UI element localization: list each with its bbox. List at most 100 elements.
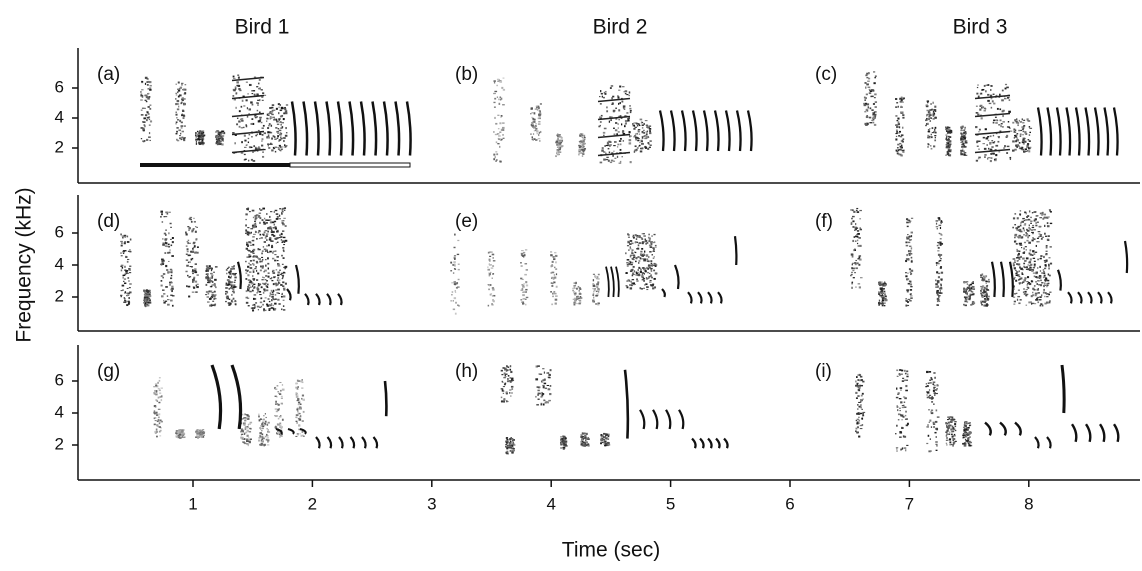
spectrogram-dot	[250, 228, 253, 229]
spectrogram-dot	[926, 443, 928, 444]
spectrogram-dot	[1017, 299, 1018, 301]
spectrogram-dot	[605, 438, 607, 439]
spectrogram-dot	[602, 435, 604, 436]
spectrogram-dot	[977, 146, 979, 147]
spectrogram-stroke	[1078, 292, 1082, 303]
spectrogram-dot	[495, 160, 497, 161]
spectrogram-dot	[1048, 257, 1050, 258]
spectrogram-dot	[263, 221, 265, 223]
spectrogram-dot	[623, 140, 624, 141]
spectrogram-dot	[513, 449, 515, 451]
spectrogram-dot	[653, 278, 655, 280]
spectrogram-dot	[276, 108, 278, 110]
spectrogram-dot	[168, 246, 170, 247]
spectrogram-dot	[254, 215, 256, 217]
spectrogram-dot	[283, 220, 285, 221]
spectrogram-dot	[1037, 289, 1039, 291]
spectrogram-dot	[647, 260, 649, 262]
spectrogram-dot	[615, 129, 617, 131]
spectrogram-dot	[499, 81, 502, 83]
spectrogram-dot	[860, 406, 861, 408]
spectrogram-dot	[576, 296, 578, 297]
spectrogram-dot	[998, 124, 1000, 125]
spectrogram-dot	[904, 370, 906, 372]
spectrogram-dot	[1029, 134, 1030, 136]
spectrogram-dot	[208, 290, 210, 292]
spectrogram-dot	[859, 379, 860, 381]
spectrogram-dot	[142, 128, 145, 130]
spectrogram-dot	[946, 144, 948, 145]
spectrogram-dot	[608, 148, 610, 149]
spectrogram-dot	[255, 116, 258, 117]
spectrogram-dot	[243, 422, 245, 424]
spectrogram-dot	[583, 445, 586, 447]
spectrogram-dot	[1020, 222, 1021, 224]
spectrogram-dot	[897, 147, 899, 148]
spectrogram-dot	[254, 94, 256, 96]
spectrogram-stroke	[328, 437, 332, 448]
spectrogram-dot	[181, 83, 183, 84]
spectrogram-dot	[949, 416, 951, 418]
spectrogram-dot	[583, 443, 584, 445]
spectrogram-dot	[533, 133, 534, 134]
spectrogram-dot	[934, 106, 936, 108]
spectrogram-dot	[455, 313, 457, 315]
spectrogram-dot	[628, 249, 630, 250]
spectrogram-dot	[1023, 131, 1025, 133]
spectrogram-dot	[640, 271, 642, 273]
spectrogram-dot	[268, 125, 269, 127]
spectrogram-dot	[936, 304, 938, 306]
spectrogram-dot	[1036, 298, 1038, 300]
spectrogram-dot	[601, 438, 603, 440]
spectrogram-dot	[898, 153, 900, 155]
spectrogram-dot	[901, 106, 902, 108]
spectrogram-dot	[177, 119, 179, 120]
spectrogram-dot	[908, 250, 910, 252]
spectrogram-dot	[262, 152, 264, 153]
spectrogram-dot	[130, 239, 132, 241]
spectrogram-dot	[619, 140, 621, 142]
spectrogram-dot	[275, 238, 278, 240]
spectrogram-dot	[280, 284, 282, 286]
spectrogram-dot	[245, 261, 247, 262]
spectrogram-dot	[511, 441, 513, 442]
spectrogram-dot	[190, 266, 191, 267]
spectrogram-dot	[648, 277, 649, 279]
spectrogram-dot	[852, 220, 854, 222]
spectrogram-dot	[649, 281, 651, 282]
spectrogram-dot	[987, 100, 990, 102]
spectrogram-dot	[245, 124, 246, 126]
bar-white	[290, 163, 410, 167]
spectrogram-dot	[262, 234, 264, 235]
spectrogram-dot	[859, 210, 862, 211]
spectrogram-dot	[1036, 215, 1039, 216]
spectrogram-dot	[1013, 278, 1015, 280]
spectrogram-dot	[129, 249, 130, 250]
spectrogram-dot	[904, 448, 906, 449]
spectrogram-dot	[983, 305, 985, 307]
spectrogram-dot	[645, 270, 647, 272]
spectrogram-dot	[149, 140, 150, 141]
spectrogram-dot	[522, 285, 524, 287]
spectrogram-stroke	[385, 381, 386, 416]
spectrogram-dot	[906, 245, 908, 247]
spectrogram-stroke	[640, 410, 644, 429]
spectrogram-dot	[1017, 260, 1018, 262]
spectrogram-dot	[1014, 149, 1016, 151]
spectrogram-dot	[261, 441, 263, 443]
spectrogram-dot	[901, 99, 903, 101]
spectrogram-dot	[296, 393, 298, 394]
spectrogram-dot	[140, 91, 142, 92]
spectrogram-dot	[908, 258, 909, 260]
spectrogram-dot	[593, 293, 594, 295]
spectrogram-dot	[142, 121, 144, 122]
spectrogram-dot	[551, 304, 553, 306]
spectrogram-dot	[241, 127, 243, 128]
spectrogram-dot	[548, 377, 550, 378]
spectrogram-dot	[253, 287, 255, 289]
spectrogram-dot	[608, 444, 611, 446]
spectrogram-dot	[171, 245, 173, 247]
spectrogram-dot	[931, 379, 933, 381]
spectrogram-dot	[254, 224, 256, 226]
spectrogram-dot	[1024, 225, 1026, 226]
